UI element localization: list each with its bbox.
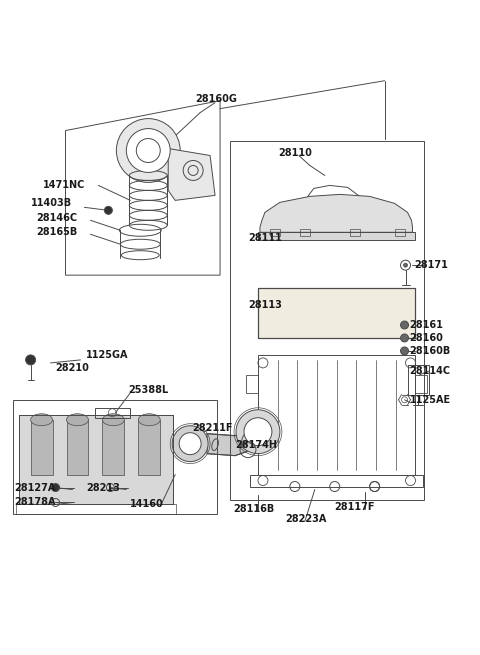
Bar xyxy=(395,229,405,236)
Text: 1125AE: 1125AE xyxy=(409,395,451,405)
Text: 28178A: 28178A xyxy=(15,498,56,508)
Circle shape xyxy=(116,119,180,183)
Circle shape xyxy=(400,334,408,342)
Circle shape xyxy=(244,418,272,445)
Bar xyxy=(250,475,423,487)
Text: 28223A: 28223A xyxy=(285,514,326,525)
Circle shape xyxy=(104,206,112,214)
Bar xyxy=(270,229,280,236)
Text: 28117F: 28117F xyxy=(335,502,375,512)
Bar xyxy=(350,229,360,236)
Ellipse shape xyxy=(31,414,52,426)
Bar xyxy=(138,420,160,475)
Bar xyxy=(19,415,173,504)
Bar xyxy=(96,408,130,418)
Text: 28160B: 28160B xyxy=(409,346,451,356)
Text: 25388L: 25388L xyxy=(128,385,168,395)
Bar xyxy=(258,233,416,240)
Bar xyxy=(230,141,424,500)
Bar xyxy=(258,355,416,475)
Bar xyxy=(12,400,217,514)
Polygon shape xyxy=(207,422,270,456)
Bar xyxy=(31,420,52,475)
Bar xyxy=(19,415,173,504)
Polygon shape xyxy=(260,195,412,233)
Text: 28171: 28171 xyxy=(415,260,448,270)
Circle shape xyxy=(404,263,408,267)
Text: 28111: 28111 xyxy=(248,233,282,243)
Circle shape xyxy=(126,128,170,172)
Ellipse shape xyxy=(67,414,88,426)
Text: 28160: 28160 xyxy=(409,333,444,343)
Text: 28161: 28161 xyxy=(409,320,444,330)
Text: 28174H: 28174H xyxy=(235,440,277,450)
Text: 28213: 28213 xyxy=(86,483,120,493)
Bar xyxy=(16,504,176,514)
Circle shape xyxy=(179,433,201,455)
Text: 28127A: 28127A xyxy=(15,483,56,493)
Text: 28165B: 28165B xyxy=(36,227,78,237)
Text: 1471NC: 1471NC xyxy=(43,180,85,191)
Text: 28113: 28113 xyxy=(248,300,282,310)
Text: 28110: 28110 xyxy=(278,147,312,157)
Text: 1125GA: 1125GA xyxy=(85,350,128,360)
Bar xyxy=(258,288,416,338)
Bar xyxy=(67,420,88,475)
Bar xyxy=(246,375,258,393)
Bar xyxy=(416,375,428,393)
Text: 11403B: 11403B xyxy=(31,198,72,208)
Text: 14160: 14160 xyxy=(130,500,164,510)
Bar xyxy=(258,288,416,338)
Polygon shape xyxy=(168,149,215,200)
Circle shape xyxy=(25,355,36,365)
Bar xyxy=(102,420,124,475)
Bar xyxy=(300,229,310,236)
Text: 28211F: 28211F xyxy=(192,422,233,433)
Ellipse shape xyxy=(138,414,160,426)
Circle shape xyxy=(400,347,408,355)
Circle shape xyxy=(236,410,280,454)
Text: 28114C: 28114C xyxy=(409,366,451,376)
Circle shape xyxy=(172,426,208,462)
Bar xyxy=(408,365,430,395)
Circle shape xyxy=(51,483,60,491)
Ellipse shape xyxy=(102,414,124,426)
Text: 28146C: 28146C xyxy=(36,214,78,223)
Text: 28160G: 28160G xyxy=(195,94,237,103)
Text: 28210: 28210 xyxy=(56,363,89,373)
Circle shape xyxy=(400,321,408,329)
Text: 28116B: 28116B xyxy=(233,504,274,514)
